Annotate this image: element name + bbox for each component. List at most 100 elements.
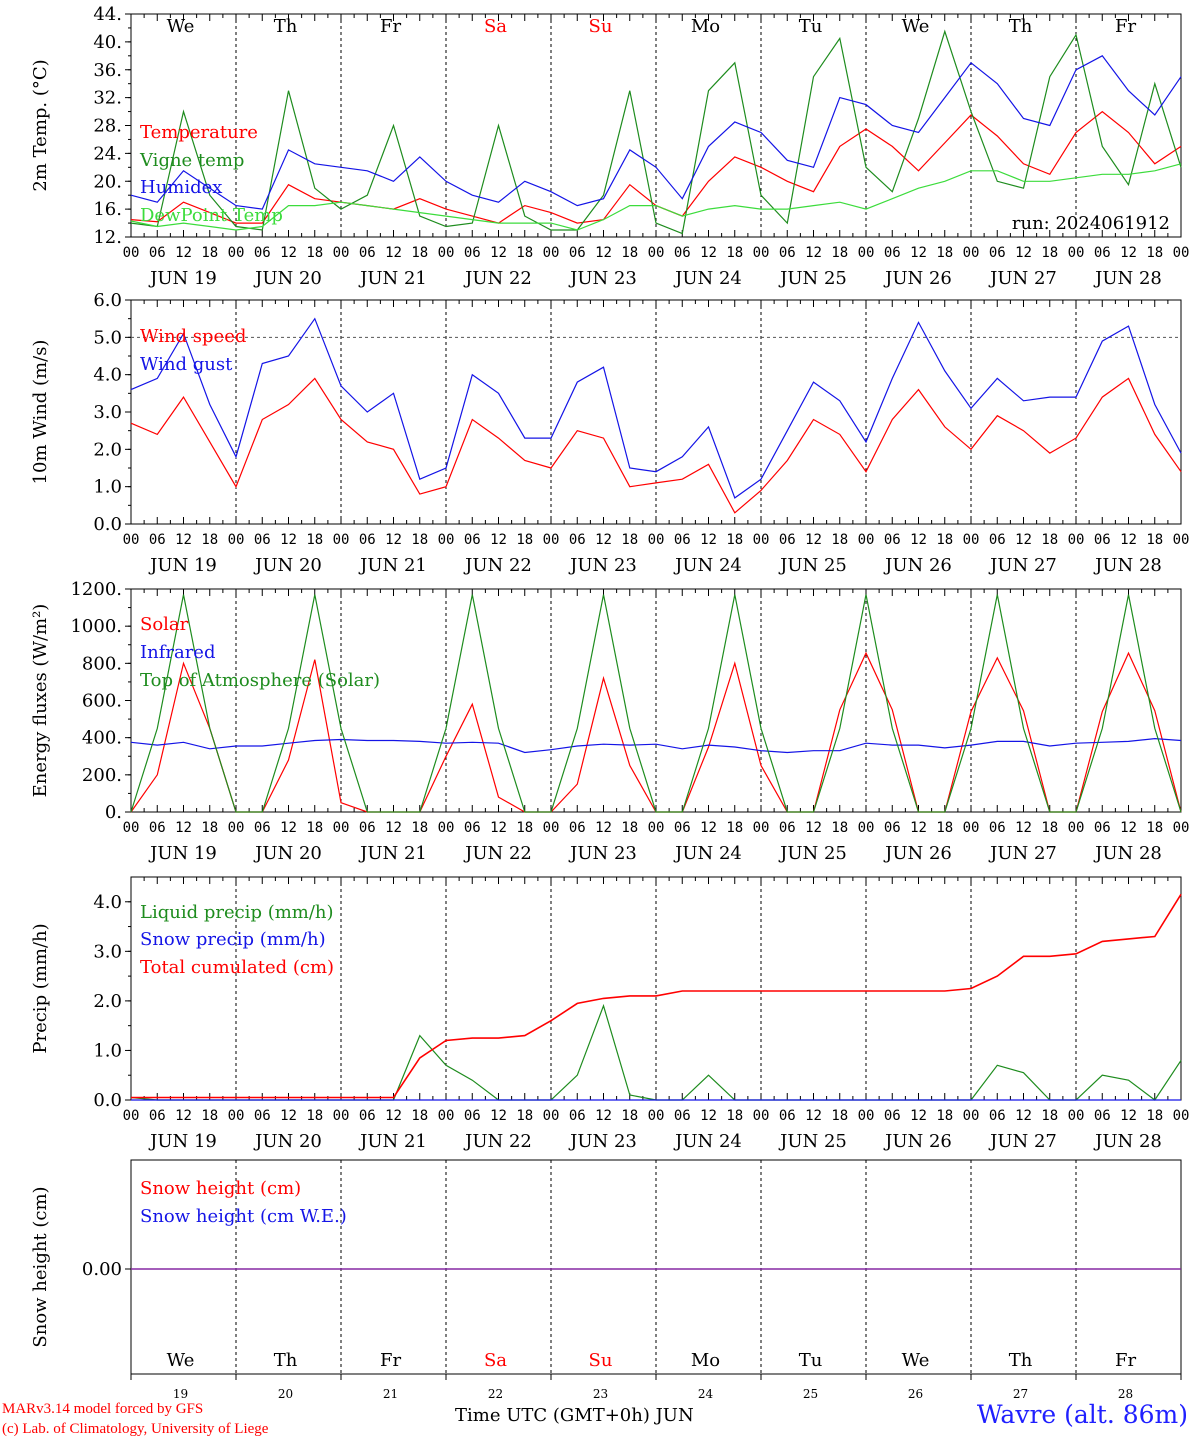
date-label: JUN 20 bbox=[253, 843, 322, 864]
hour-label: 00 bbox=[438, 245, 455, 261]
hour-label: 12 bbox=[1120, 245, 1137, 261]
hour-label: 00 bbox=[963, 820, 980, 836]
hour-label: 06 bbox=[779, 532, 796, 548]
hour-label: 12 bbox=[1120, 820, 1137, 836]
weekday-label: Tu bbox=[799, 1350, 823, 1371]
hour-label: 00 bbox=[438, 532, 455, 548]
date-label: JUN 27 bbox=[988, 555, 1057, 576]
hour-label: 00 bbox=[123, 1108, 140, 1124]
hour-label: 00 bbox=[123, 245, 140, 261]
hour-label: 00 bbox=[543, 532, 560, 548]
legend-infrared: Infrared bbox=[140, 642, 215, 663]
hour-label: 18 bbox=[726, 820, 743, 836]
day-number-label: 26 bbox=[908, 1387, 923, 1401]
y-tick-label: 12. bbox=[93, 227, 122, 248]
legend-wind-speed: Wind speed bbox=[140, 326, 246, 347]
date-label: JUN 24 bbox=[673, 555, 742, 576]
weekday-label: We bbox=[902, 16, 930, 37]
y-tick-label: 44. bbox=[93, 4, 122, 25]
hour-label: 06 bbox=[149, 820, 166, 836]
date-label: JUN 19 bbox=[148, 555, 217, 576]
legend-temperature: Temperature bbox=[140, 122, 258, 143]
hour-label: 00 bbox=[648, 820, 665, 836]
y-tick-label: 3.0 bbox=[93, 941, 122, 962]
hour-label: 06 bbox=[359, 245, 376, 261]
y-tick-label: 600. bbox=[82, 691, 122, 712]
hour-label: 06 bbox=[254, 820, 271, 836]
hour-label: 18 bbox=[621, 1108, 638, 1124]
hour-label: 06 bbox=[464, 532, 481, 548]
hour-label: 06 bbox=[884, 245, 901, 261]
date-label: JUN 24 bbox=[673, 843, 742, 864]
weekday-label: Mo bbox=[691, 1350, 720, 1371]
hour-label: 06 bbox=[359, 1108, 376, 1124]
legend-total-cumulated-cm-: Total cumulated (cm) bbox=[140, 957, 334, 978]
y-tick-label: 0.0 bbox=[93, 1090, 122, 1111]
hour-label: 12 bbox=[595, 1108, 612, 1124]
hour-label: 18 bbox=[1146, 1108, 1163, 1124]
hour-label: 00 bbox=[963, 245, 980, 261]
hour-label: 18 bbox=[516, 245, 533, 261]
date-label: JUN 19 bbox=[148, 1131, 217, 1152]
hour-label: 18 bbox=[936, 245, 953, 261]
weekday-label: Fr bbox=[1115, 16, 1136, 37]
panel-frame bbox=[130, 13, 1182, 238]
hour-label: 12 bbox=[280, 245, 297, 261]
hour-label: 18 bbox=[411, 1108, 428, 1124]
hour-label: 06 bbox=[674, 1108, 691, 1124]
hour-label: 06 bbox=[569, 820, 586, 836]
hour-label: 00 bbox=[648, 245, 665, 261]
hour-label: 00 bbox=[858, 245, 875, 261]
hour-label: 00 bbox=[333, 820, 350, 836]
series-infrared bbox=[130, 737, 1182, 754]
panel-3 bbox=[125, 588, 1182, 813]
hour-label: 00 bbox=[858, 1108, 875, 1124]
y-tick-label: 0. bbox=[105, 802, 122, 823]
date-label: JUN 27 bbox=[988, 1131, 1057, 1152]
hour-label: 18 bbox=[1041, 820, 1058, 836]
panel-5 bbox=[125, 1159, 1182, 1380]
date-label: JUN 24 bbox=[673, 1131, 742, 1152]
hour-label: 18 bbox=[1146, 532, 1163, 548]
hour-label: 06 bbox=[884, 532, 901, 548]
weekday-label: Th bbox=[1009, 1350, 1033, 1371]
hour-label: 00 bbox=[1068, 820, 1085, 836]
date-label: JUN 23 bbox=[568, 268, 637, 289]
date-label: JUN 19 bbox=[148, 268, 217, 289]
hour-label: 18 bbox=[306, 1108, 323, 1124]
hour-label: 06 bbox=[884, 820, 901, 836]
weekday-label: Th bbox=[274, 1350, 298, 1371]
hour-label: 06 bbox=[464, 820, 481, 836]
weekday-label: Th bbox=[1009, 16, 1033, 37]
hour-label: 00 bbox=[1068, 532, 1085, 548]
hour-label: 12 bbox=[595, 820, 612, 836]
y-tick-label: 28. bbox=[93, 116, 122, 137]
hour-label: 00 bbox=[1173, 245, 1190, 261]
legend-vigne-temp: Vigne temp bbox=[139, 150, 244, 171]
hour-label: 06 bbox=[989, 532, 1006, 548]
y-tick-label: 0.0 bbox=[93, 514, 122, 535]
date-label: JUN 25 bbox=[778, 268, 847, 289]
y-tick-label: 4.0 bbox=[93, 892, 122, 913]
y-tick-label: 16. bbox=[93, 199, 122, 220]
hour-label: 18 bbox=[201, 245, 218, 261]
hour-label: 00 bbox=[333, 532, 350, 548]
hour-label: 12 bbox=[280, 532, 297, 548]
date-label: JUN 22 bbox=[463, 268, 532, 289]
y-tick-label: 0.00 bbox=[82, 1259, 122, 1280]
legend-solar: Solar bbox=[140, 614, 189, 635]
hour-label: 18 bbox=[1041, 532, 1058, 548]
hour-label: 12 bbox=[385, 532, 402, 548]
hour-label: 06 bbox=[464, 245, 481, 261]
date-label: JUN 22 bbox=[463, 843, 532, 864]
legend-wind-gust: Wind gust bbox=[140, 354, 233, 375]
y-tick-label: 1000. bbox=[70, 616, 122, 637]
hour-label: 18 bbox=[1041, 245, 1058, 261]
y-tick-label: 32. bbox=[93, 88, 122, 109]
hour-label: 18 bbox=[831, 532, 848, 548]
location-title: Wavre (alt. 86m) bbox=[976, 1400, 1188, 1429]
hour-label: 00 bbox=[1173, 532, 1190, 548]
day-number-label: 20 bbox=[278, 1387, 293, 1401]
hour-label: 12 bbox=[1015, 532, 1032, 548]
